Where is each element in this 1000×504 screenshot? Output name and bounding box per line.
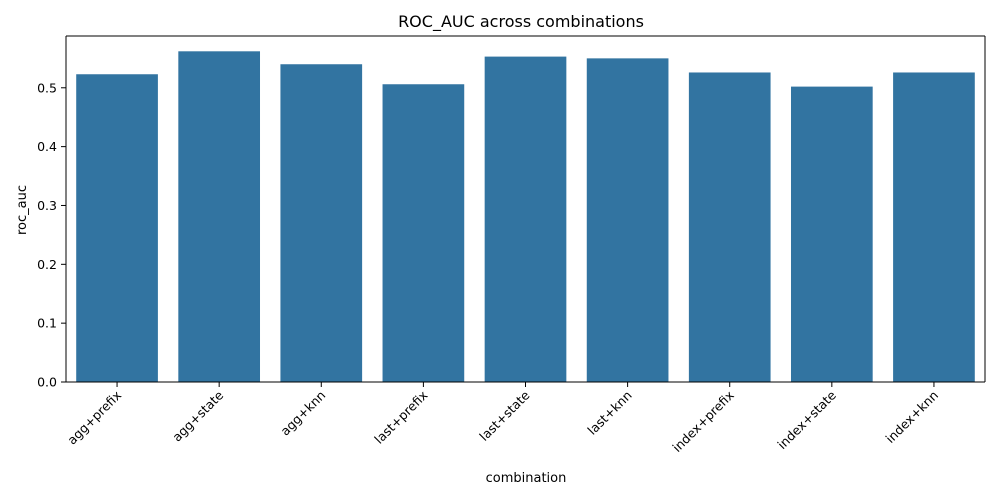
y-tick-label: 0.0 [37,375,57,390]
y-tick-label: 0.1 [37,316,57,331]
bar-agg-prefix [76,74,158,382]
x-tick-label: last+prefix [371,388,430,447]
x-tick-label: agg+prefix [64,388,124,448]
x-tick-label: last+knn [584,388,634,438]
y-tick-label: 0.3 [37,198,57,213]
bar-last-knn [586,58,669,383]
bar-agg-knn [280,64,363,383]
x-tick-label: last+state [476,387,533,444]
y-axis-label: roc_auc [15,185,30,235]
bars-layer [76,51,975,383]
x-tick-label: agg+knn [277,388,328,439]
bar-index-prefix [688,72,771,382]
x-tick-label: index+state [774,387,839,452]
bar-index-knn [893,72,975,382]
x-tick-label: index+prefix [669,388,736,455]
y-tick-label: 0.4 [37,139,57,154]
bar-last-prefix [382,84,465,382]
bar-agg-state [178,51,261,383]
bar-index-state [790,86,873,383]
x-tick-label: agg+state [169,387,226,444]
y-tick-label: 0.2 [37,257,57,272]
chart-title: ROC_AUC across combinations [398,12,644,32]
x-axis-label: combination [486,471,567,486]
x-tick-label: index+knn [883,388,942,447]
bar-last-state [484,56,567,382]
y-tick-label: 0.5 [37,80,57,95]
